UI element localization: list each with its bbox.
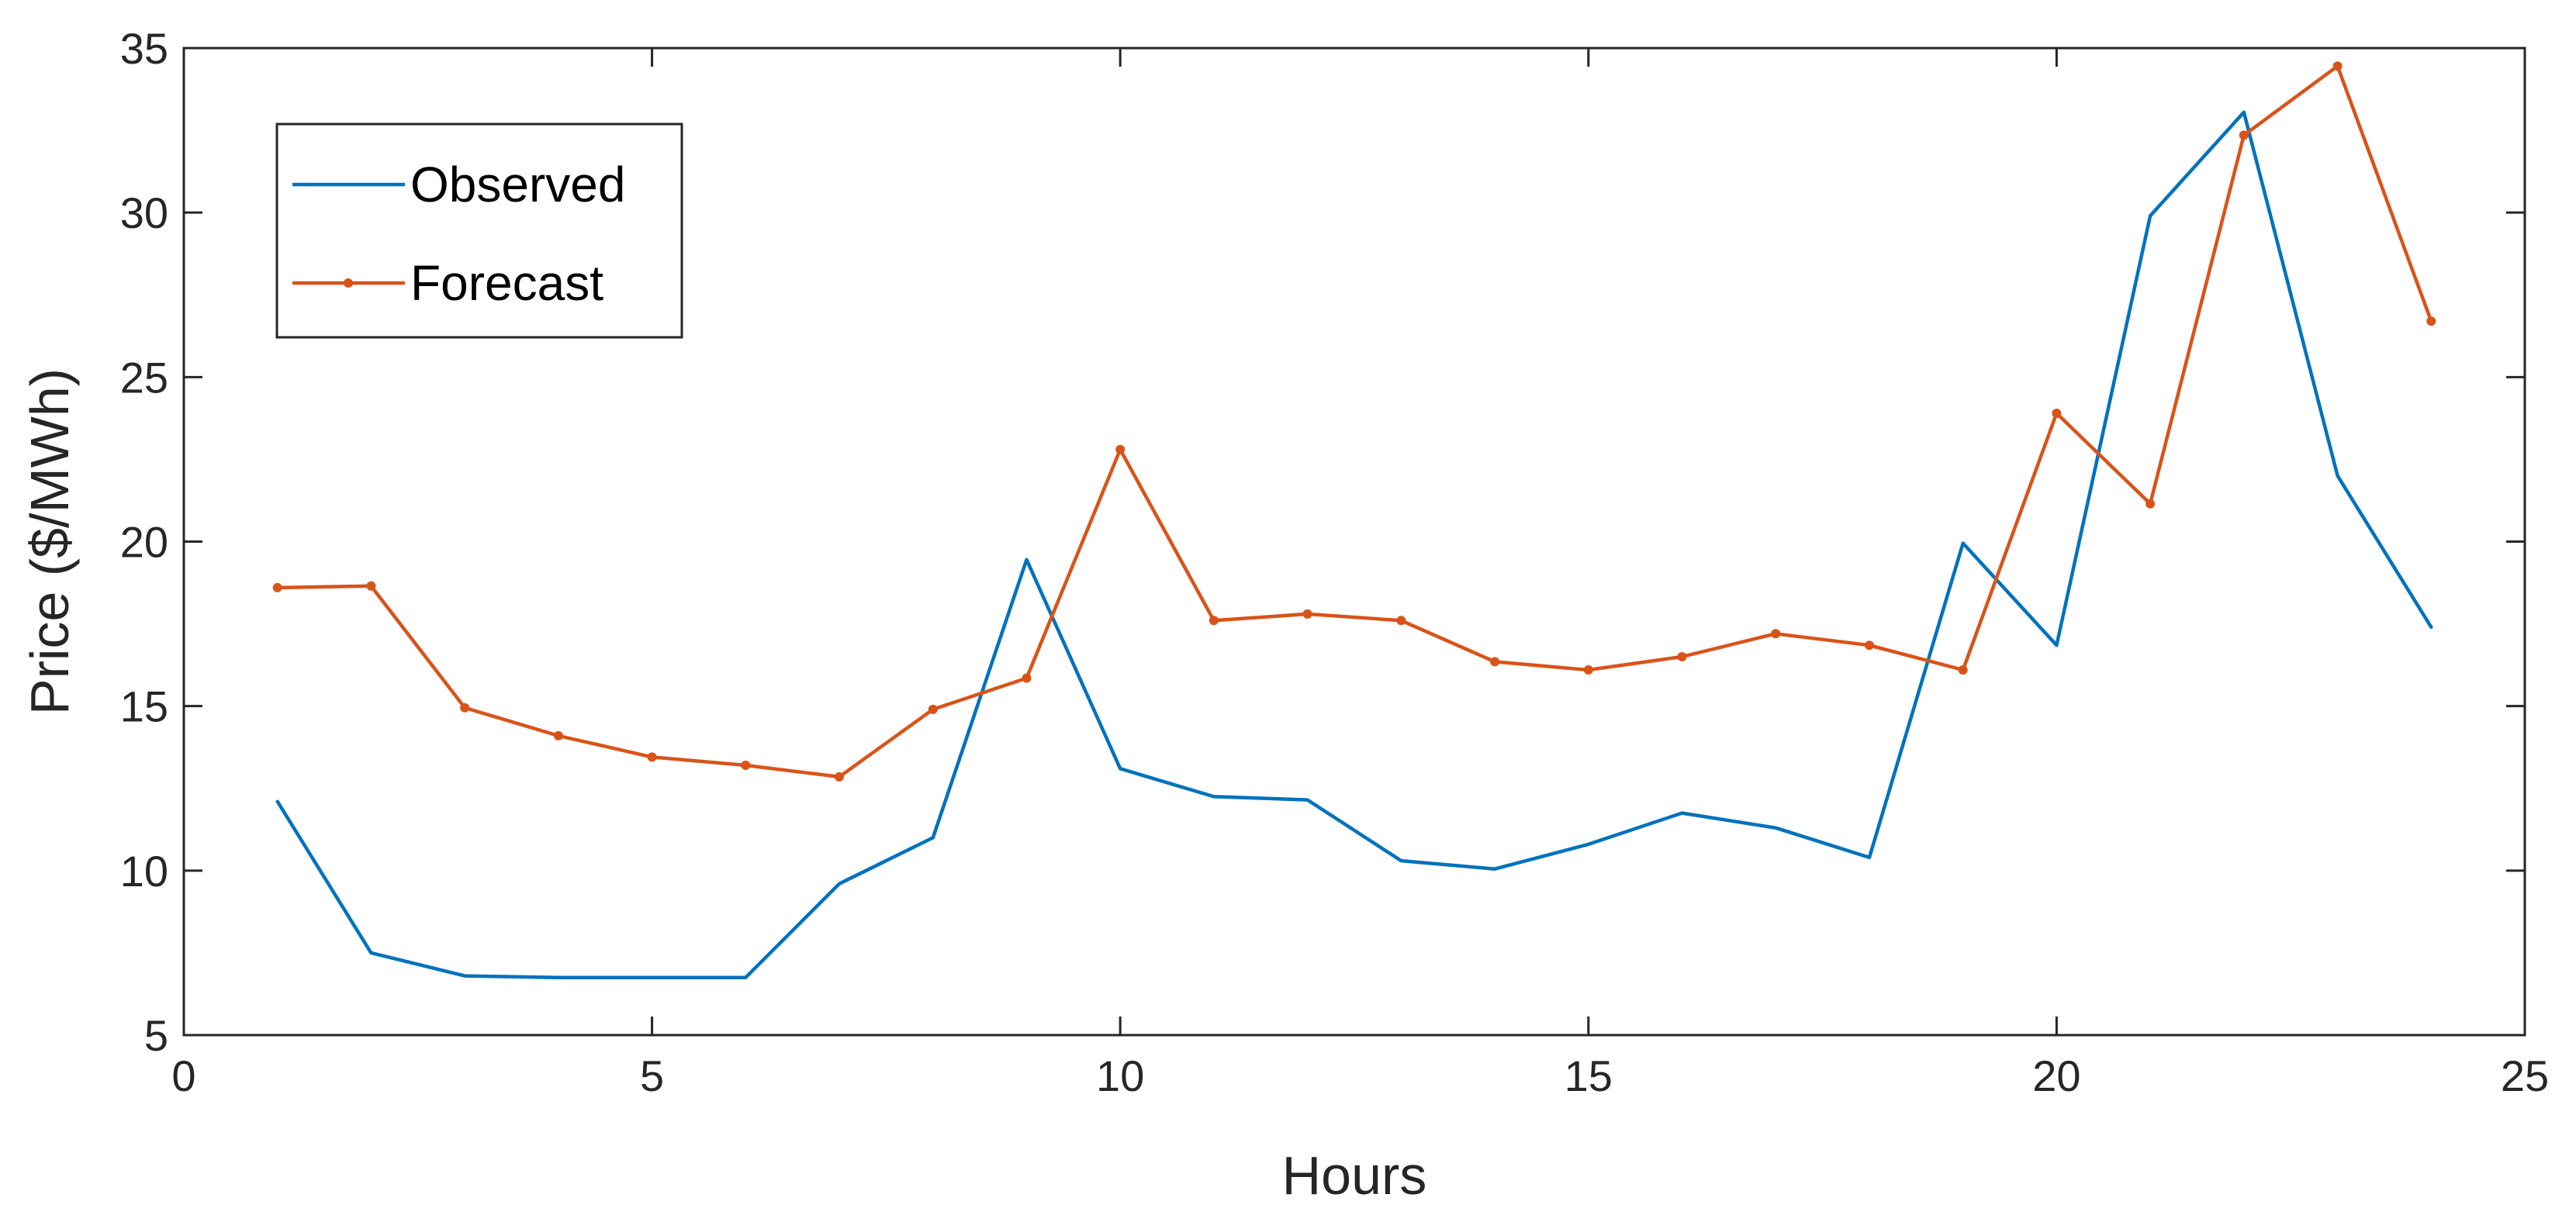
series-layer <box>272 61 2436 979</box>
legend-label-forecast: Forecast <box>410 255 603 311</box>
data-point-forecast <box>1583 665 1593 675</box>
x-tick-label: 10 <box>1096 1051 1144 1100</box>
x-tick-label: 5 <box>640 1051 664 1100</box>
x-tick-label: 15 <box>1565 1051 1613 1100</box>
y-tick-label: 20 <box>120 518 168 567</box>
legend: Observed Forecast <box>275 123 683 339</box>
data-point-forecast <box>2146 499 2156 509</box>
y-tick-label: 10 <box>120 847 168 896</box>
data-point-forecast <box>272 582 282 592</box>
x-tick-label: 20 <box>2032 1051 2080 1100</box>
x-tick-label: 25 <box>2501 1051 2549 1100</box>
data-point-forecast <box>1677 652 1687 661</box>
data-point-forecast <box>1490 657 1500 667</box>
legend-marker-forecast <box>344 278 353 288</box>
data-point-forecast <box>835 771 844 782</box>
data-point-forecast <box>741 761 751 770</box>
y-tick-label: 35 <box>120 24 168 73</box>
data-point-forecast <box>366 581 376 591</box>
x-axis-label: Hours <box>1282 1145 1427 1206</box>
data-point-forecast <box>1771 629 1781 639</box>
y-tick-label: 25 <box>120 353 168 402</box>
data-point-forecast <box>1302 609 1312 619</box>
data-point-forecast <box>1396 616 1406 626</box>
data-point-forecast <box>553 730 563 740</box>
data-point-forecast <box>1865 640 1874 651</box>
series-line-forecast <box>275 64 2433 779</box>
data-point-forecast <box>1958 665 1968 675</box>
y-tick-label: 5 <box>144 1011 168 1060</box>
x-tick-label: 0 <box>171 1051 195 1100</box>
legend-label-observed: Observed <box>410 157 625 212</box>
y-tick-label: 15 <box>120 682 168 731</box>
series-line-observed <box>275 110 2433 979</box>
data-point-forecast <box>2052 409 2062 418</box>
data-point-forecast <box>1022 673 1032 683</box>
data-point-forecast <box>460 702 470 713</box>
y-tick-label: 30 <box>120 188 168 237</box>
data-point-forecast <box>1115 444 1125 454</box>
data-point-forecast <box>2426 316 2436 326</box>
data-point-forecast <box>928 704 938 714</box>
data-point-forecast <box>2332 61 2343 71</box>
data-point-forecast <box>647 752 657 762</box>
legend-box <box>275 123 683 339</box>
y-axis-label: Price ($/MWh) <box>19 368 80 715</box>
data-point-forecast <box>2239 130 2249 140</box>
data-point-forecast <box>1208 616 1219 626</box>
